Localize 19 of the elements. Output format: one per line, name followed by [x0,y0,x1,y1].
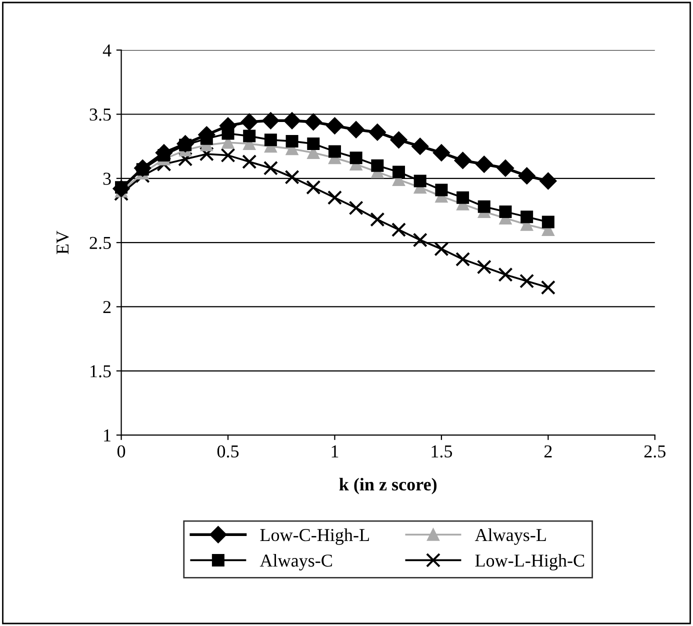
y-tick-label: 4 [102,44,112,56]
x-tick-label: 1.5 [432,445,452,458]
y-axis-title: EV [56,230,69,254]
x-axis-title: k (in z score) [339,478,437,494]
legend-label: Always-L [474,528,546,545]
legend-label: Always-C [260,554,332,570]
y-tick-label: 2.5 [90,236,111,250]
x-tick-label: 2 [544,445,552,458]
y-tick-label: 3 [103,172,111,185]
y-tick-label: 1 [104,429,110,442]
y-tick-label: 2 [103,301,111,314]
y-tick-label: 1.5 [90,365,111,378]
legend-label: Low-C-High-L [260,528,369,545]
y-tick-label: 3.5 [90,108,111,121]
x-tick-label: 1 [332,445,338,458]
x-tick-label: 0 [117,445,126,458]
legend-label: Low-L-High-C [475,554,584,570]
x-tick-label: 0.5 [217,445,239,458]
x-tick-label: 2.5 [644,445,666,458]
